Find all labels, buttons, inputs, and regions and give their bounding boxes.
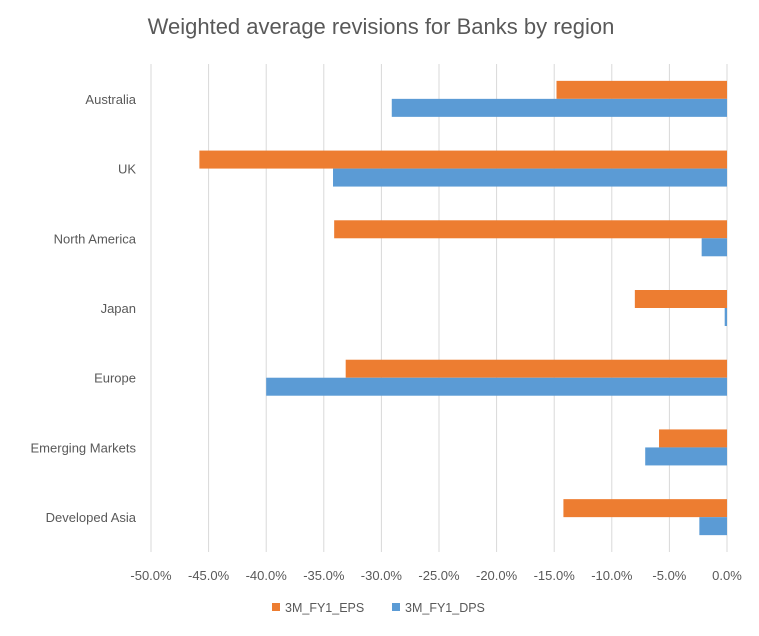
category-label: Australia (85, 92, 136, 107)
x-tick-label: -15.0% (534, 568, 576, 583)
legend-label: 3M_FY1_DPS (405, 601, 485, 615)
legend-label: 3M_FY1_EPS (285, 601, 364, 615)
x-tick-label: -45.0% (188, 568, 230, 583)
x-tick-label: -5.0% (652, 568, 686, 583)
category-label: UK (118, 162, 136, 177)
bar-3m-fy1-dps-developed-asia (699, 517, 727, 536)
bar-3m-fy1-eps-developed-asia (563, 499, 727, 518)
legend-swatch (272, 603, 280, 611)
x-tick-label: -25.0% (418, 568, 460, 583)
bar-3m-fy1-dps-europe (266, 377, 727, 396)
category-label: Developed Asia (46, 510, 137, 525)
bar-3m-fy1-eps-australia (556, 80, 727, 99)
bar-3m-fy1-dps-australia (391, 98, 727, 117)
bar-3m-fy1-eps-europe (345, 359, 727, 378)
x-tick-label: -50.0% (130, 568, 172, 583)
category-label: Japan (101, 301, 136, 316)
bar-3m-fy1-eps-uk (199, 150, 727, 169)
x-axis-tick-labels: -50.0% -45.0% -40.0% -35.0% -30.0% -25.0% -20.… (130, 568, 742, 583)
bar-3m-fy1-eps-japan (634, 290, 727, 308)
category-label: North America (54, 231, 137, 246)
bar-3m-fy1-eps-north-america (334, 220, 727, 239)
x-tick-label: -40.0% (246, 568, 288, 583)
gridlines (150, 64, 728, 552)
x-tick-label: 0.0% (712, 568, 742, 583)
bar-3m-fy1-dps-north-america (701, 238, 727, 257)
x-tick-label: -10.0% (591, 568, 633, 583)
bar-3m-fy1-dps-japan (724, 308, 727, 326)
legend-swatch (392, 603, 400, 611)
chart-title: Weighted average revisions for Banks by … (148, 14, 615, 39)
bar-3m-fy1-dps-emerging-markets (645, 447, 727, 466)
legend: 3M_FY1_EPS 3M_FY1_DPS (272, 601, 485, 615)
bars (199, 80, 727, 536)
bar-3m-fy1-dps-uk (333, 168, 727, 187)
category-label: Europe (94, 371, 136, 386)
category-labels: Australia UK North America Japan Europe Emerg… (31, 92, 137, 525)
bar-3m-fy1-eps-emerging-markets (659, 429, 727, 448)
category-label: Emerging Markets (31, 440, 137, 455)
x-tick-label: -20.0% (476, 568, 518, 583)
x-tick-label: -30.0% (361, 568, 403, 583)
x-tick-label: -35.0% (303, 568, 345, 583)
